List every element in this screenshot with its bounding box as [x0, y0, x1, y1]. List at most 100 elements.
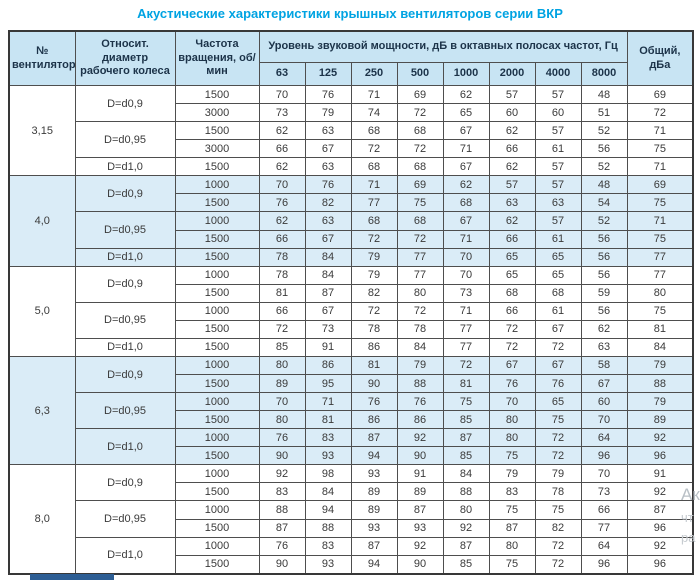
sound-level-cell: 66: [488, 139, 536, 159]
sound-level-cell: 62: [488, 121, 536, 141]
sound-level-cell: 72: [488, 319, 536, 339]
sound-level-cell: 85: [442, 446, 490, 466]
sound-level-cell: 65: [442, 103, 490, 123]
sound-level-cell: 80: [488, 536, 536, 556]
sound-level-cell: 67: [442, 121, 490, 141]
sound-level-cell: 79: [534, 464, 582, 484]
speed-cell: 3000: [174, 103, 260, 123]
sound-level-cell: 92: [258, 464, 306, 484]
sound-level-cell: 58: [580, 355, 628, 376]
sound-level-cell: 87: [350, 428, 398, 448]
sound-level-cell: 69: [396, 175, 444, 195]
sound-level-cell: 71: [304, 392, 352, 412]
sound-level-cell: 77: [350, 193, 398, 213]
sound-level-cell: 76: [258, 428, 306, 448]
header-freq-band: 4000: [534, 62, 582, 86]
sound-level-cell: 78: [258, 265, 306, 285]
sound-level-cell: 72: [350, 229, 398, 249]
sound-level-cell: 57: [488, 175, 536, 195]
sound-level-cell: 79: [488, 464, 536, 484]
sound-level-cell: 79: [396, 355, 444, 376]
sound-level-cell: 72: [350, 139, 398, 159]
table-row: D=d0,95 1000 70 71 76 76 75 70 65 60 79: [9, 392, 694, 430]
sound-level-cell: 67: [304, 301, 352, 321]
sound-level-cell: 65: [534, 247, 582, 267]
sound-level-cell: 86: [396, 410, 444, 430]
sound-level-cell: 63: [488, 193, 536, 213]
table-row: 5,0 D=d0,9 1000 78 84 79 77 70 65 65 56 77: [8, 265, 694, 357]
sound-level-cell: 88: [258, 500, 306, 520]
sound-level-cell: 93: [396, 518, 444, 538]
sound-level-cell: 72: [350, 301, 398, 321]
sound-level-cell: 70: [488, 392, 536, 412]
table-row: D=d0,95 1000 62 63 68 68 67 62 57 52 71: [9, 211, 694, 249]
total-level-cell: 81: [626, 319, 694, 339]
sound-level-cell: 61: [534, 139, 582, 159]
sound-level-cell: 67: [534, 355, 582, 376]
speed-cell: 1500: [174, 193, 260, 213]
sound-level-cell: 89: [396, 482, 444, 502]
sound-level-cell: 63: [304, 211, 352, 231]
sound-level-cell: 83: [488, 482, 536, 502]
total-level-cell: 71: [626, 121, 694, 141]
sound-level-cell: 87: [350, 536, 398, 556]
sound-level-cell: 70: [258, 175, 306, 195]
total-level-cell: 75: [626, 229, 694, 249]
sound-level-cell: 80: [258, 355, 306, 376]
sound-level-cell: 73: [442, 283, 490, 303]
sound-level-cell: 64: [580, 428, 628, 448]
sound-level-cell: 75: [534, 500, 582, 520]
speed-cell: 1500: [174, 373, 260, 394]
sound-level-cell: 80: [258, 410, 306, 430]
fan-number-cell: 4,0: [8, 175, 76, 267]
sound-level-cell: 57: [534, 121, 582, 141]
total-level-cell: 84: [626, 337, 694, 357]
sound-level-cell: 60: [580, 392, 628, 412]
table-row: D=d1,0 1000 76 83 87 92 87 80 72 64 92: [9, 428, 694, 466]
speed-cell: 1500: [174, 518, 260, 538]
sound-level-cell: 75: [488, 500, 536, 520]
speed-cell: 1500: [174, 247, 260, 267]
sound-level-cell: 93: [350, 464, 398, 484]
table-row: 1500 66 67 72 72 71 66 61 56 75: [9, 229, 694, 249]
sound-level-cell: 48: [580, 84, 628, 105]
sound-level-cell: 72: [534, 536, 582, 556]
sound-level-cell: 62: [258, 121, 306, 141]
sound-level-cell: 59: [580, 283, 628, 303]
sound-level-cell: 72: [534, 554, 582, 575]
sound-level-cell: 76: [304, 84, 352, 105]
sound-level-cell: 85: [258, 337, 306, 357]
speed-cell: 1000: [174, 464, 260, 484]
sound-level-cell: 77: [396, 265, 444, 285]
speed-cell: 1500: [174, 121, 260, 141]
diameter-cell: D=d0,95: [74, 301, 176, 339]
sound-level-cell: 86: [304, 355, 352, 376]
sound-level-cell: 80: [396, 283, 444, 303]
sound-level-cell: 93: [304, 554, 352, 575]
sound-level-cell: 71: [442, 229, 490, 249]
sound-level-cell: 70: [258, 392, 306, 412]
sound-level-cell: 68: [442, 193, 490, 213]
sound-level-cell: 60: [534, 103, 582, 123]
page-title: Акустические характеристики крышных вент…: [137, 6, 563, 21]
diameter-cell: D=d0,95: [74, 121, 176, 159]
speed-cell: 1000: [174, 355, 260, 376]
sound-level-cell: 85: [442, 554, 490, 575]
freq-band-row: 63 125 250 500 1000 2000 4000 8000: [9, 62, 693, 86]
sound-level-cell: 71: [350, 84, 398, 105]
sound-level-cell: 89: [258, 373, 306, 394]
sound-level-cell: 74: [350, 103, 398, 123]
table-row: 1500 80 81 86 86 85 80 75 70 89: [9, 410, 694, 430]
sound-level-cell: 93: [304, 446, 352, 466]
sound-level-cell: 83: [304, 428, 352, 448]
speed-cell: 1500: [174, 157, 260, 177]
diameter-cell: D=d0,9: [74, 84, 176, 123]
sound-level-cell: 98: [304, 464, 352, 484]
total-level-cell: 96: [626, 518, 694, 538]
speed-cell: 1500: [174, 410, 260, 430]
sound-level-cell: 57: [534, 211, 582, 231]
header-fan-number: № вентилятора: [8, 30, 76, 86]
sound-level-cell: 90: [258, 446, 306, 466]
total-level-cell: 89: [626, 410, 694, 430]
sound-level-cell: 62: [488, 157, 536, 177]
